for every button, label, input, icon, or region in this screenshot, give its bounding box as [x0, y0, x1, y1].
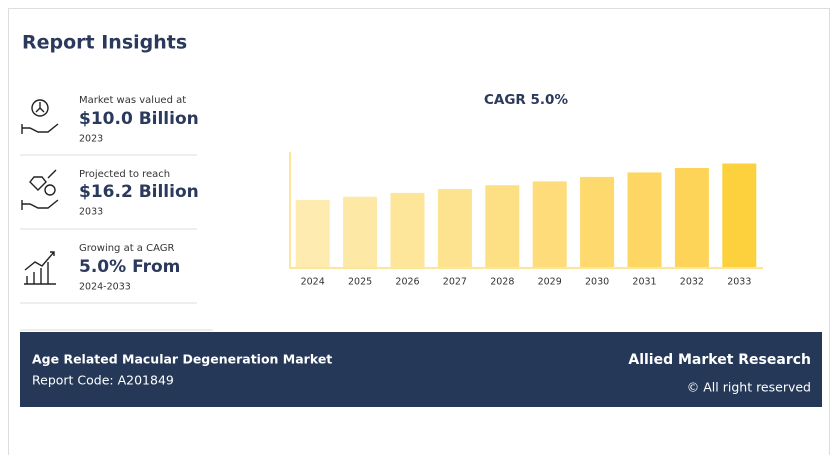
chart-title: CAGR 5.0% [484, 92, 568, 108]
footer-band [20, 332, 822, 407]
x-tick-label: 2033 [727, 277, 751, 288]
bar [532, 181, 567, 267]
bar [390, 192, 425, 267]
insight-label: Market was valued at [79, 95, 186, 106]
bar [343, 196, 378, 267]
bar [580, 176, 615, 267]
bar [437, 189, 472, 267]
insight-value: 5.0% From [79, 257, 180, 277]
x-tick-label: 2031 [632, 277, 656, 288]
footer-publisher: Allied Market Research [628, 352, 811, 368]
page-title: Report Insights [22, 32, 187, 54]
icon-growth-chart [24, 251, 56, 285]
bars: 2024 2025 2026 2027 2028 2029 2030 2031 2032 2033 [295, 163, 757, 288]
bar [627, 172, 662, 267]
x-tick-label: 2030 [585, 277, 609, 288]
bar [295, 199, 330, 267]
insight-2: Projected to reach $16.2 Billion 2033 [21, 169, 199, 218]
insight-period: 2023 [79, 134, 103, 145]
insight-1: Market was valued at $10.0 Billion 2023 [21, 95, 199, 145]
x-tick-label: 2029 [538, 277, 562, 288]
bar [722, 163, 757, 267]
x-tick-label: 2032 [680, 277, 704, 288]
insight-value: $10.0 Billion [79, 109, 199, 129]
insight-period: 2024-2033 [79, 282, 131, 293]
x-tick-label: 2028 [490, 277, 514, 288]
footer-market: Age Related Macular Degeneration Market [32, 352, 332, 367]
icon-diamond-hand [21, 169, 59, 210]
insight-period: 2033 [79, 207, 103, 218]
insight-value: $16.2 Billion [79, 182, 199, 202]
insight-label: Projected to reach [79, 169, 170, 180]
footer-report-code: Report Code: A201849 [32, 373, 174, 388]
bar [485, 185, 520, 267]
insight-3: Growing at a CAGR 5.0% From 2024-2033 [24, 243, 180, 293]
icon-money-hand [21, 99, 59, 134]
bar [674, 167, 709, 267]
x-tick-label: 2027 [443, 277, 467, 288]
x-tick-label: 2026 [395, 277, 419, 288]
footer-rights: © All right reserved [687, 380, 811, 395]
x-tick-label: 2025 [348, 277, 372, 288]
insight-label: Growing at a CAGR [79, 243, 175, 254]
x-tick-label: 2024 [301, 277, 325, 288]
